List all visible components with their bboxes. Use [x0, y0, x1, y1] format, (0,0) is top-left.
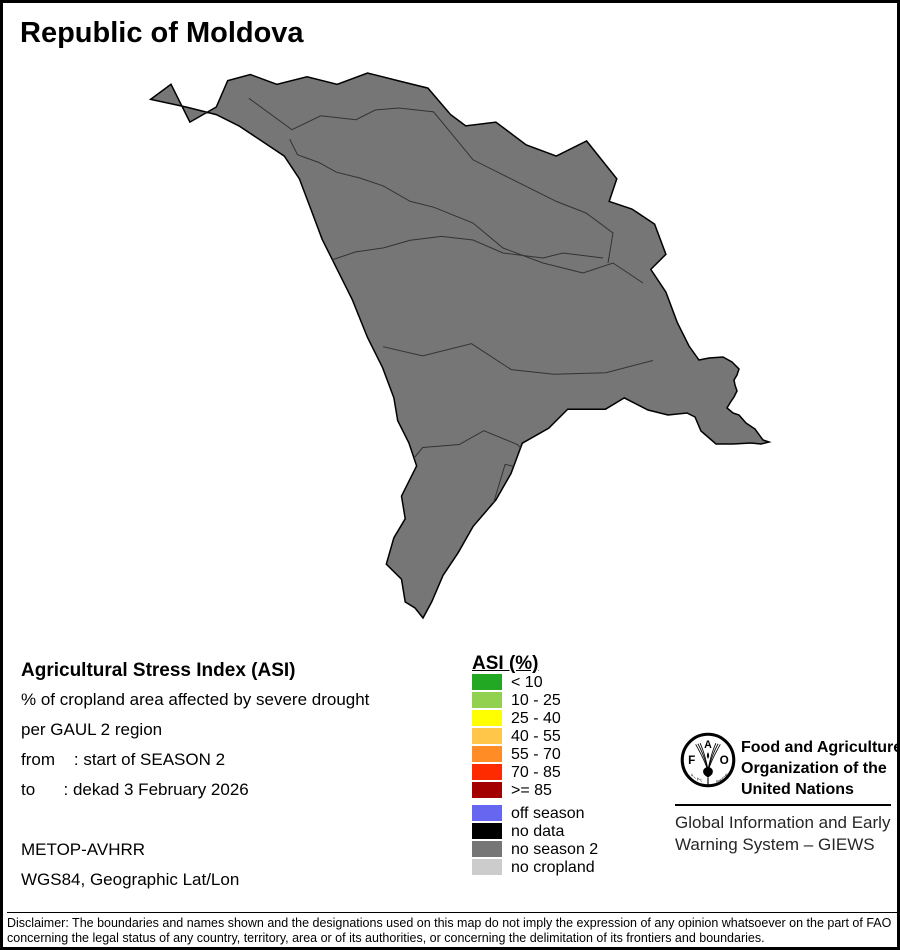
svg-text:O: O	[720, 754, 729, 767]
svg-text:F: F	[688, 754, 695, 767]
svg-text:T: T	[699, 778, 703, 784]
svg-text:A: A	[704, 739, 712, 751]
